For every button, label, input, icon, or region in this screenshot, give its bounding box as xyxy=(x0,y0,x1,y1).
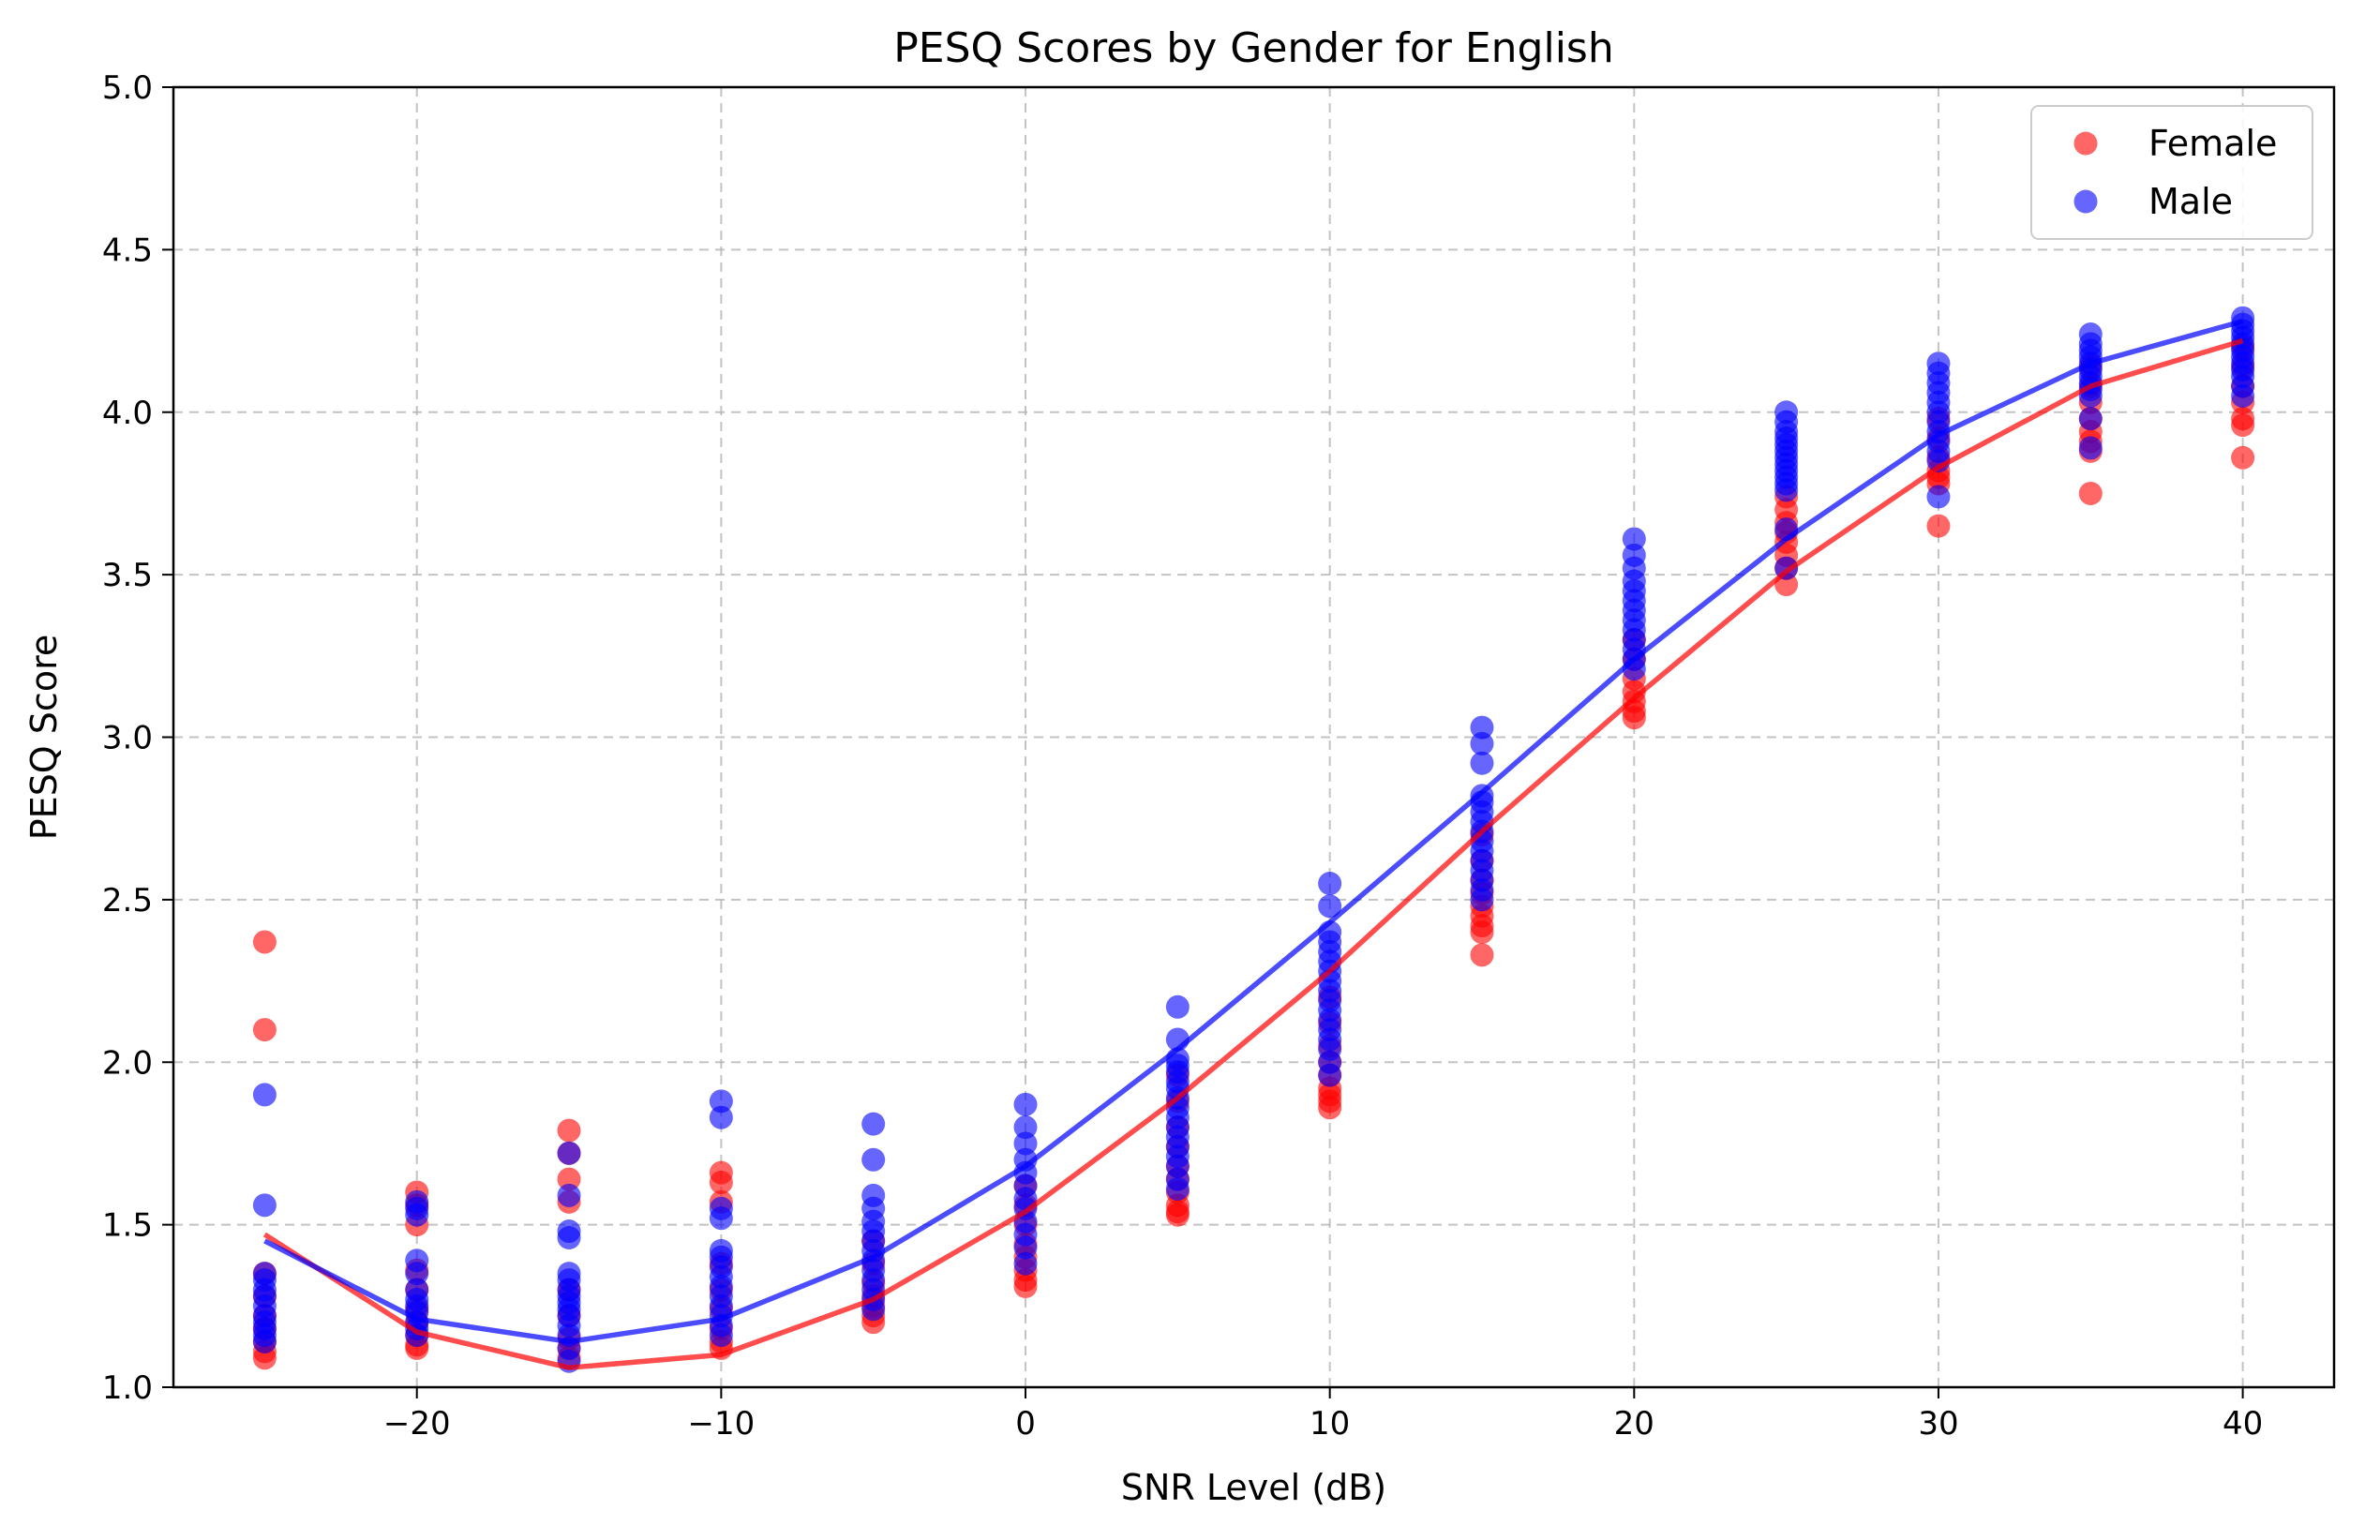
female-point xyxy=(252,1346,277,1370)
male-point xyxy=(709,1105,733,1129)
x-tick-label: −10 xyxy=(687,1405,755,1443)
male-point xyxy=(1774,478,1799,502)
male-point xyxy=(1470,888,1494,912)
y-axis-label: PESQ Score xyxy=(23,635,65,840)
male-point xyxy=(405,1203,429,1227)
female-point xyxy=(2231,413,2255,438)
male-point xyxy=(1470,731,1494,755)
x-tick-label: 40 xyxy=(2223,1405,2263,1443)
male-point xyxy=(1013,1235,1038,1260)
female-point xyxy=(1926,514,1951,538)
y-tick-label: 2.0 xyxy=(102,1044,153,1082)
female-point xyxy=(2231,445,2255,470)
x-tick-label: 30 xyxy=(1918,1405,1958,1443)
female-point xyxy=(252,930,277,954)
female-point xyxy=(1318,1096,1342,1120)
y-tick-label: 1.0 xyxy=(102,1369,153,1407)
male-point xyxy=(1165,1176,1190,1201)
female-point xyxy=(709,1171,733,1195)
tick-layer: −20 −10 0 10 20 30 40 1.0 1.5 2.0 2.5 3.0 3.5 4.0 4.5 5… xyxy=(102,69,2263,1443)
female-point xyxy=(2078,481,2103,505)
legend-label-male: Male xyxy=(2148,181,2233,222)
male-point xyxy=(1013,1251,1038,1276)
y-tick-label: 1.5 xyxy=(102,1207,153,1245)
male-point xyxy=(1318,1063,1342,1087)
legend: Female Male xyxy=(2030,105,2313,240)
male-point xyxy=(709,1206,733,1231)
legend-marker-male xyxy=(2073,189,2098,214)
y-tick-label: 3.0 xyxy=(102,720,153,757)
male-point xyxy=(1926,485,1951,509)
male-point xyxy=(2078,407,2103,431)
male-point xyxy=(252,1329,277,1353)
male-point xyxy=(557,1225,581,1249)
female-point xyxy=(1470,943,1494,967)
legend-marker-female xyxy=(2073,131,2098,156)
male-point xyxy=(252,1193,277,1218)
female-point xyxy=(1165,1203,1190,1227)
male-point xyxy=(861,1147,886,1172)
male-point xyxy=(2078,436,2103,460)
female-point xyxy=(252,1018,277,1042)
male-point xyxy=(405,1262,429,1286)
female-point xyxy=(1013,1275,1038,1299)
x-tick-label: 20 xyxy=(1614,1405,1654,1443)
male-point xyxy=(1470,715,1494,740)
male-point xyxy=(2231,383,2255,408)
legend-box xyxy=(2030,105,2313,240)
male-point xyxy=(1013,1115,1038,1140)
male-point xyxy=(861,1112,886,1136)
male-point xyxy=(1318,872,1342,896)
male-point xyxy=(1470,751,1494,775)
female-point xyxy=(1470,920,1494,945)
grid-layer xyxy=(173,86,2334,1388)
male-point xyxy=(709,1323,733,1348)
y-tick-label: 3.5 xyxy=(102,557,153,594)
legend-label-female: Female xyxy=(2148,123,2277,164)
y-tick-label: 5.0 xyxy=(102,69,153,107)
x-tick-label: 10 xyxy=(1310,1405,1350,1443)
male-point xyxy=(1165,994,1190,1019)
x-axis-label: SNR Level (dB) xyxy=(1121,1467,1386,1508)
female-point xyxy=(557,1118,581,1143)
female-point xyxy=(557,1167,581,1191)
male-point xyxy=(557,1141,581,1165)
y-tick-label: 4.0 xyxy=(102,395,153,432)
female-trend-line xyxy=(262,337,2244,1370)
male-point xyxy=(1013,1131,1038,1156)
male-trend-line xyxy=(263,319,2244,1345)
y-tick-label: 4.5 xyxy=(102,232,153,269)
male-point xyxy=(557,1183,581,1207)
male-point xyxy=(1622,527,1646,551)
y-tick-label: 2.5 xyxy=(102,882,153,920)
x-tick-label: 0 xyxy=(1015,1405,1036,1443)
male-point xyxy=(709,1089,733,1114)
x-tick-label: −20 xyxy=(383,1405,451,1443)
data-layer xyxy=(252,306,2255,1373)
male-point xyxy=(252,1083,277,1107)
male-point xyxy=(1013,1092,1038,1116)
female-point xyxy=(1622,706,1646,730)
male-point xyxy=(1318,894,1342,919)
chart-title: PESQ Scores by Gender for English xyxy=(893,24,1613,72)
